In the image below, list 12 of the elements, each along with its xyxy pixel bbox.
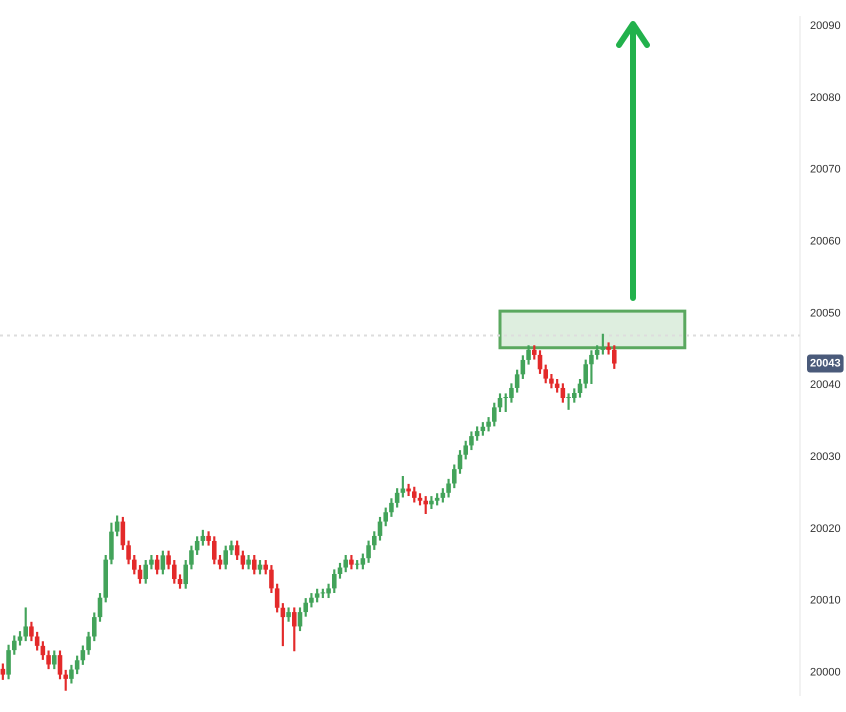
y-tick-label: 20010	[810, 594, 841, 607]
y-tick-label: 20020	[810, 522, 841, 535]
y-tick-label: 20070	[810, 164, 841, 176]
y-tick-label: 20040	[810, 379, 841, 392]
y-tick-label: 20030	[810, 450, 841, 463]
y-tick-label: 20060	[810, 235, 841, 248]
y-tick-label: 20050	[810, 307, 841, 320]
y-tick-label: 20090	[810, 20, 841, 32]
candlestick	[423, 496, 428, 514]
y-tick-label: 20080	[810, 92, 841, 104]
y-tick-label: 20000	[810, 666, 841, 678]
text: 20043	[810, 358, 841, 370]
